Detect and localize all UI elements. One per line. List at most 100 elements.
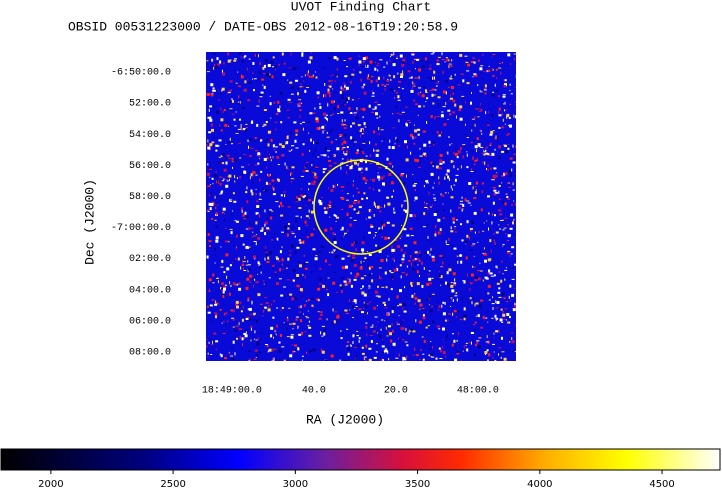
pixel <box>502 244 505 245</box>
pixel <box>445 91 447 95</box>
pixel <box>322 284 325 288</box>
pixel <box>448 268 452 272</box>
pixel <box>449 113 452 116</box>
pixel <box>495 135 497 139</box>
pixel <box>392 113 394 115</box>
pixel <box>268 348 272 352</box>
pixel <box>329 206 331 208</box>
pixel <box>261 227 264 231</box>
pixel <box>510 93 513 95</box>
pixel <box>499 63 501 64</box>
pixel <box>361 158 364 160</box>
pixel <box>350 112 353 114</box>
pixel <box>502 118 504 122</box>
pixel <box>265 302 269 305</box>
pixel <box>259 62 261 66</box>
pixel <box>253 89 255 92</box>
pixel <box>215 253 216 256</box>
pixel <box>499 228 502 230</box>
pixel <box>279 91 283 95</box>
pixel <box>428 140 431 144</box>
pixel <box>221 195 223 197</box>
pixel <box>231 157 234 160</box>
pixel <box>319 267 322 270</box>
pixel <box>354 334 357 338</box>
pixel <box>513 218 515 221</box>
pixel <box>500 207 502 209</box>
pixel <box>317 287 321 291</box>
pixel <box>346 347 350 351</box>
pixel <box>464 240 468 244</box>
pixel <box>259 192 261 196</box>
pixel <box>232 261 234 263</box>
pixel <box>382 271 384 273</box>
pixel <box>347 159 349 163</box>
pixel <box>454 278 456 282</box>
pixel <box>456 115 457 119</box>
pixel <box>378 178 380 181</box>
pixel <box>484 84 487 88</box>
pixel <box>430 172 434 176</box>
pixel <box>509 266 511 269</box>
pixel <box>305 316 308 317</box>
pixel <box>431 204 433 207</box>
pixel <box>498 329 500 333</box>
pixel <box>264 223 266 227</box>
pixel <box>344 232 347 234</box>
pixel <box>254 330 256 334</box>
pixel <box>353 278 357 281</box>
pixel <box>407 70 411 73</box>
pixel <box>232 192 235 195</box>
pixel <box>406 355 408 359</box>
pixel <box>301 53 304 57</box>
pixel <box>480 108 483 112</box>
pixel <box>242 263 245 266</box>
pixel <box>437 231 440 234</box>
pixel <box>258 99 260 103</box>
x-tick-label: 48:00.0 <box>457 386 499 397</box>
pixel <box>375 325 377 327</box>
pixel <box>312 74 314 77</box>
pixel <box>235 158 237 162</box>
pixel <box>511 246 515 249</box>
pixel <box>209 176 211 178</box>
pixel <box>211 299 215 301</box>
pixel <box>297 347 300 351</box>
pixel <box>462 155 464 159</box>
pixel <box>396 321 398 324</box>
pixel <box>366 64 368 68</box>
pixel <box>346 150 348 153</box>
pixel <box>351 138 354 141</box>
pixel <box>397 99 401 101</box>
pixel <box>475 315 479 317</box>
pixel <box>435 357 438 360</box>
pixel <box>402 61 405 65</box>
pixel <box>237 283 239 286</box>
pixel <box>305 170 309 172</box>
pixel <box>512 161 516 164</box>
pixel <box>259 178 261 182</box>
pixel <box>206 93 210 96</box>
pixel <box>269 228 271 231</box>
pixel <box>219 182 222 186</box>
pixel <box>439 255 443 257</box>
pixel <box>507 144 509 145</box>
pixel <box>282 73 286 77</box>
pixel <box>414 58 418 60</box>
pixel <box>450 297 453 299</box>
pixel <box>368 216 372 219</box>
pixel <box>484 247 485 250</box>
pixel <box>381 236 384 238</box>
pixel <box>215 239 219 243</box>
pixel <box>424 207 428 208</box>
pixel <box>247 300 249 302</box>
pixel <box>463 314 467 318</box>
pixel <box>439 153 443 157</box>
pixel <box>401 320 403 324</box>
pixel <box>443 90 446 94</box>
pixel <box>263 64 266 68</box>
pixel <box>392 342 396 346</box>
pixel <box>397 95 400 99</box>
pixel <box>432 320 435 324</box>
pixel <box>448 87 450 88</box>
